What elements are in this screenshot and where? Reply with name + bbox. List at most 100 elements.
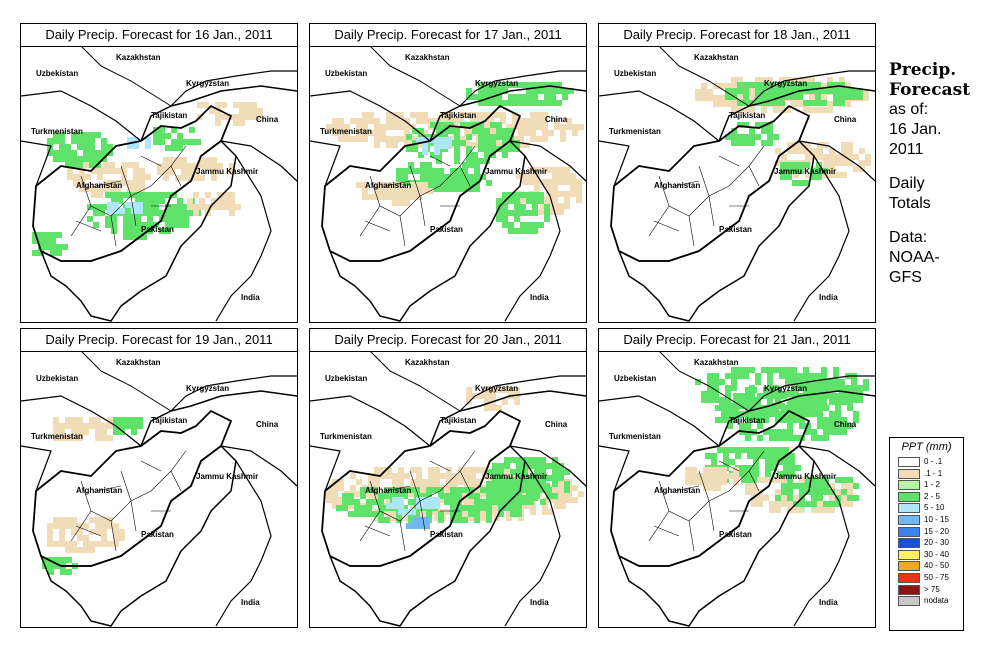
legend-label: > 75: [924, 584, 940, 594]
turkmen-border: [599, 140, 630, 187]
country-label-jammu-kashmir: Jammu Kashmir: [485, 472, 547, 481]
country-label-afghanistan: Afghanistan: [365, 181, 411, 190]
forecast-panel-17-jan: Daily Precip. Forecast for 17 Jan., 2011…: [309, 23, 587, 323]
map-canvas: Kazakhstan Uzbekistan Kyrgyzstan Tajikistan…: [21, 46, 297, 322]
india-border: [215, 460, 272, 627]
country-label-pakistan: Pakistan: [719, 530, 752, 539]
legend-label: 15 - 20: [924, 526, 949, 536]
forecast-panel-18-jan: Daily Precip. Forecast for 18 Jan., 2011…: [598, 23, 876, 323]
heading-line: Forecast: [889, 80, 971, 100]
country-label-tajikistan: Tajikistan: [151, 111, 187, 120]
panel-title: Daily Precip. Forecast for 20 Jan., 2011: [310, 329, 586, 352]
turkmen-border: [21, 445, 52, 492]
legend-swatch: [898, 468, 920, 479]
india-border: [793, 155, 850, 322]
uzbek-border: [310, 395, 431, 447]
country-label-china: China: [834, 115, 857, 124]
country-label-jammu-kashmir: Jammu Kashmir: [485, 167, 547, 176]
kazakh-border: [80, 46, 172, 107]
uzbek-border: [599, 90, 720, 142]
map-canvas: Kazakhstan Uzbekistan Kyrgyzstan Tajikistan…: [21, 351, 297, 627]
kyrgyz-kazakh-border: [170, 70, 297, 107]
legend-swatch: [898, 572, 920, 583]
legend-swatch: [898, 584, 920, 595]
country-label-afghanistan: Afghanistan: [76, 181, 122, 190]
country-label-jammu-kashmir: Jammu Kashmir: [196, 167, 258, 176]
country-label-india: India: [819, 598, 838, 607]
province-borders: [70, 145, 187, 247]
panel-title: Daily Precip. Forecast for 17 Jan., 2011: [310, 24, 586, 47]
pakistan-border: [40, 140, 237, 322]
country-label-india: India: [530, 598, 549, 607]
pakistan-border: [329, 140, 526, 322]
uzbek-border: [310, 90, 431, 142]
country-label-turkmenistan: Turkmenistan: [609, 432, 661, 441]
country-label-india: India: [530, 293, 549, 302]
legend-item: 5 - 10: [890, 502, 963, 514]
china-border: [509, 445, 586, 487]
map-canvas: Kazakhstan Uzbekistan Kyrgyzstan Tajikistan…: [599, 46, 875, 322]
province-borders: [648, 450, 765, 552]
uzbek-border: [599, 395, 720, 447]
country-label-jammu-kashmir: Jammu Kashmir: [196, 472, 258, 481]
pakistan-border: [618, 140, 815, 322]
kazakh-border: [369, 46, 461, 107]
country-label-china: China: [834, 420, 857, 429]
country-label-tajikistan: Tajikistan: [729, 111, 765, 120]
as-of-line: as of:: [889, 101, 929, 118]
legend-item: > 75: [890, 584, 963, 596]
kazakh-border: [658, 46, 750, 107]
country-label-india: India: [819, 293, 838, 302]
legend-label: 2 - 5: [924, 491, 941, 501]
kyrgyz-kazakh-border: [748, 375, 875, 412]
forecast-panel-19-jan: Daily Precip. Forecast for 19 Jan., 2011…: [20, 328, 298, 628]
country-label-india: India: [241, 598, 260, 607]
country-label-tajikistan: Tajikistan: [440, 111, 476, 120]
country-label-turkmenistan: Turkmenistan: [31, 432, 83, 441]
precip-cells: [42, 417, 143, 575]
kyrgyz-kazakh-border: [459, 375, 586, 412]
legend-label: 1 - 2: [924, 480, 941, 490]
kazakh-border: [369, 351, 461, 412]
legend-swatch: [898, 538, 920, 549]
kazakh-border: [658, 351, 750, 412]
legend-swatch: [898, 457, 920, 467]
panel-title: Daily Precip. Forecast for 16 Jan., 2011: [21, 24, 297, 47]
china-border: [220, 140, 297, 182]
legend-label: 10 - 15: [924, 514, 949, 524]
pakistan-border: [329, 445, 526, 627]
india-border: [793, 460, 850, 627]
country-label-afghanistan: Afghanistan: [76, 486, 122, 495]
panel-title: Daily Precip. Forecast for 21 Jan., 2011: [599, 329, 875, 352]
country-label-pakistan: Pakistan: [141, 530, 174, 539]
kazakh-border: [80, 351, 172, 412]
forecast-panel-20-jan: Daily Precip. Forecast for 20 Jan., 2011…: [309, 328, 587, 628]
province-borders: [359, 145, 476, 247]
legend-item: 30 - 40: [890, 549, 963, 561]
tajik-kyrgyz-border: [140, 390, 297, 447]
turkmen-border: [599, 445, 630, 492]
legend-item: 15 - 20: [890, 526, 963, 538]
uzbek-border: [21, 90, 142, 142]
legend-label: nodata: [924, 596, 949, 606]
legend-item: 0 - .1: [890, 456, 963, 468]
legend-title: PPT (mm): [901, 441, 952, 453]
country-label-kyrgyzstan: Kyrgyzstan: [475, 79, 518, 88]
country-label-kyrgyzstan: Kyrgyzstan: [764, 384, 807, 393]
legend-item: 50 - 75: [890, 572, 963, 584]
country-label-turkmenistan: Turkmenistan: [320, 432, 372, 441]
country-label-china: China: [256, 115, 279, 124]
country-label-tajikistan: Tajikistan: [729, 416, 765, 425]
legend-item: 10 - 15: [890, 514, 963, 526]
country-label-uzbekistan: Uzbekistan: [614, 69, 656, 78]
legend-swatch: [898, 514, 920, 525]
legend-label: 30 - 40: [924, 549, 949, 559]
legend-item: 1 - 2: [890, 479, 963, 491]
legend-item: nodata: [890, 595, 963, 607]
precip-map: Kazakhstan Uzbekistan Kyrgyzstan Tajikistan…: [310, 46, 586, 322]
china-border: [798, 140, 875, 182]
country-label-uzbekistan: Uzbekistan: [36, 374, 78, 383]
country-label-tajikistan: Tajikistan: [151, 416, 187, 425]
country-label-china: China: [256, 420, 279, 429]
